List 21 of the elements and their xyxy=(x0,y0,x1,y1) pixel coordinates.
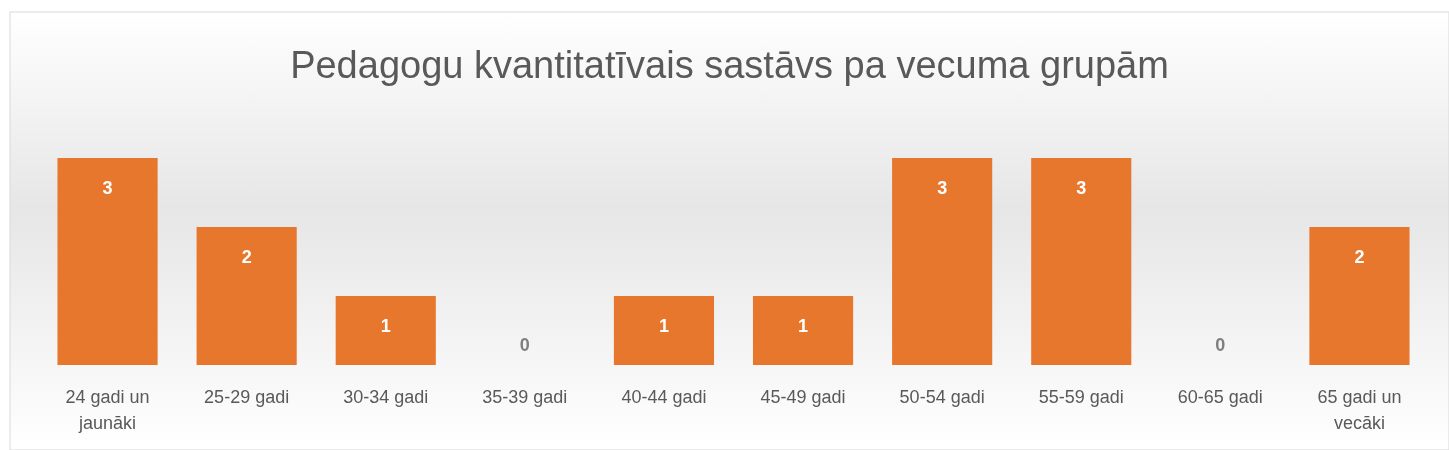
data-label: 0 xyxy=(1215,335,1226,355)
data-label: 0 xyxy=(519,335,530,355)
x-tick-label: 45-49 gadi xyxy=(760,387,846,407)
data-label: 2 xyxy=(1354,247,1365,267)
data-label: 3 xyxy=(102,178,113,198)
data-label: 2 xyxy=(241,247,252,267)
data-label: 1 xyxy=(798,316,809,336)
data-label: 1 xyxy=(658,316,669,336)
x-tick-label: 24 gadi un jaunāki xyxy=(65,387,150,433)
chart-title: Pedagogu kvantitatīvais sastāvs pa vecuma grupām xyxy=(290,44,1169,86)
x-tick-label: 40-44 gadi xyxy=(621,387,707,407)
x-tick-label: 65 gadi un vecāki xyxy=(1317,387,1402,433)
data-label: 1 xyxy=(380,316,391,336)
x-tick-label: 50-54 gadi xyxy=(899,387,985,407)
x-tick-label: 30-34 gadi xyxy=(343,387,429,407)
x-tick-label: 35-39 gadi xyxy=(482,387,568,407)
x-tick-label: 60-65 gadi xyxy=(1177,387,1263,407)
x-tick-label: 55-59 gadi xyxy=(1038,387,1124,407)
data-label: 3 xyxy=(1076,178,1087,198)
data-label: 3 xyxy=(937,178,948,198)
x-tick-label: 25-29 gadi xyxy=(204,387,290,407)
